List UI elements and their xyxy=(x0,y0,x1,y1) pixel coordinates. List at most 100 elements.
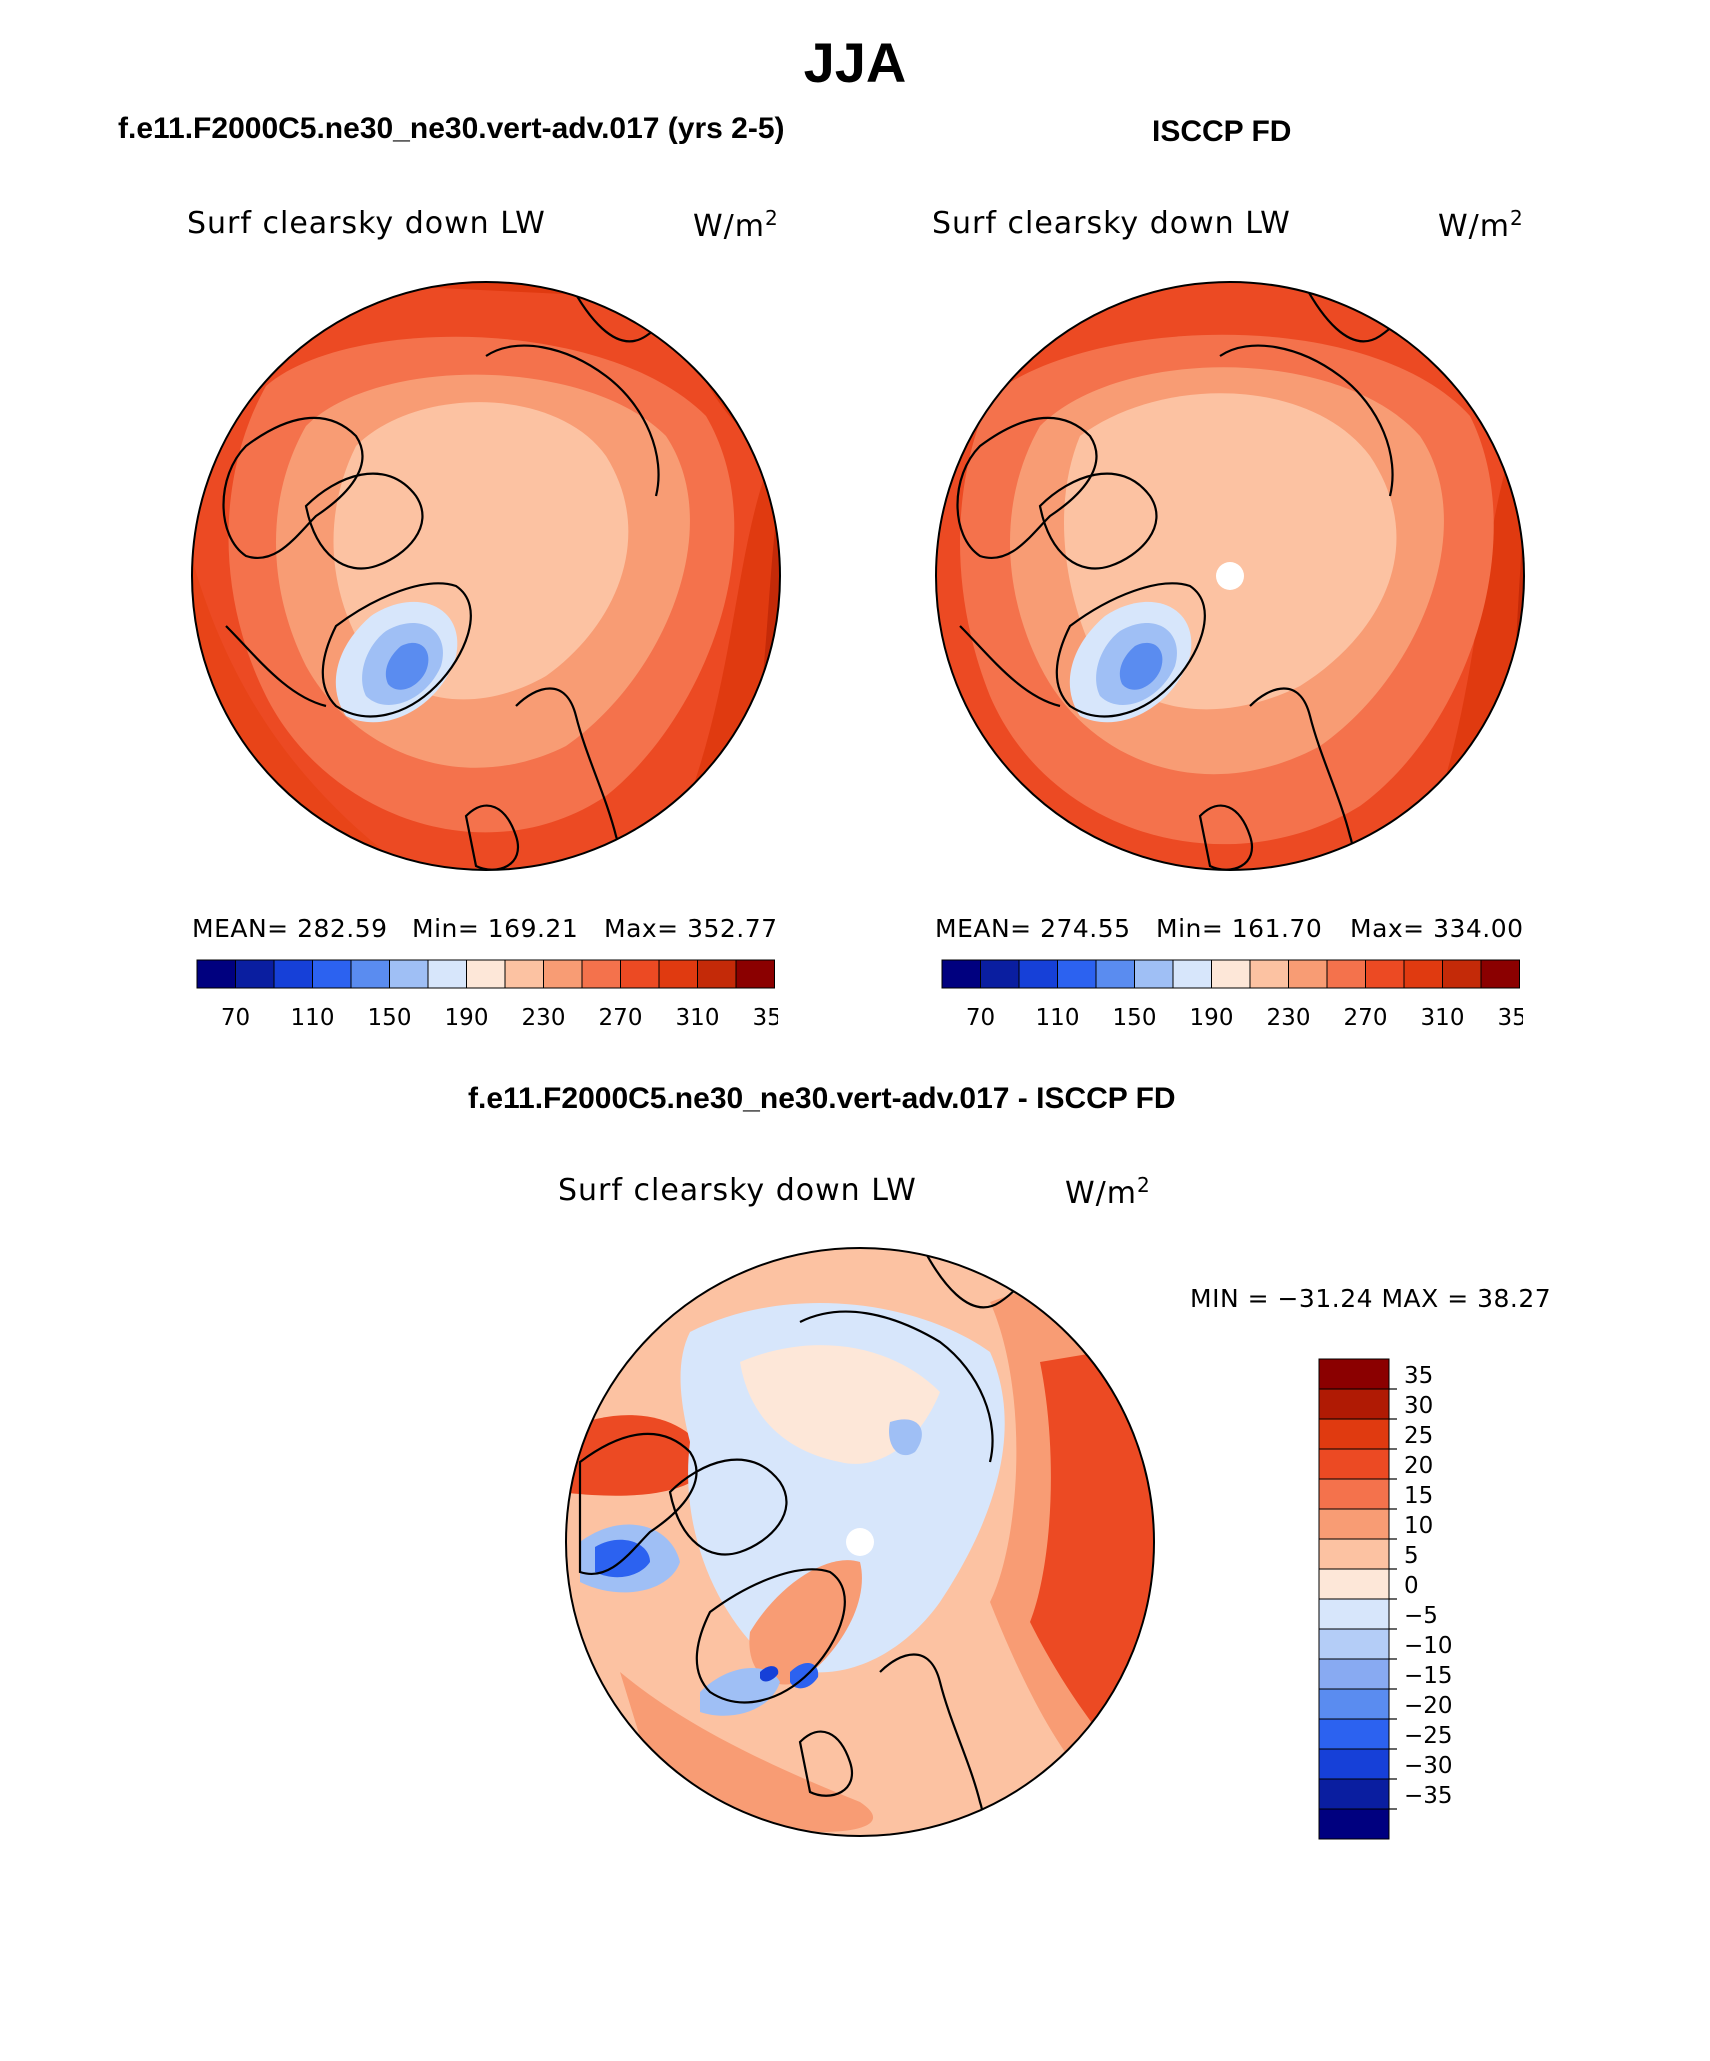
colorbar-model-swatch xyxy=(504,959,544,989)
colorbar-diff: 35 30 25 20 15 10 5 0 −5 −10 −15 −20 −25 −30 −35 xyxy=(1318,1358,1488,1847)
colorbar-obs-swatch xyxy=(1211,959,1251,989)
colorbar-obs-swatch xyxy=(1249,959,1289,989)
colorbar-model-swatch xyxy=(466,959,506,989)
colorbar-diff-swatch xyxy=(1318,1628,1390,1660)
polar-map-obs xyxy=(935,281,1525,871)
colorbar-model-tick-label: 70 xyxy=(221,1005,250,1031)
stats-mean-obs: MEAN= 274.55 xyxy=(935,914,1131,943)
colorbar-obs-tick-label: 270 xyxy=(1344,1005,1388,1031)
colorbar-diff-swatch xyxy=(1318,1748,1390,1780)
colorbar-model-swatch xyxy=(196,959,236,989)
colorbar-diff-tick-label: 25 xyxy=(1404,1423,1433,1449)
colorbar-model-swatch xyxy=(697,959,737,989)
colorbar-diff-swatch xyxy=(1318,1448,1390,1480)
colorbar-model-tick-label: 270 xyxy=(599,1005,643,1031)
colorbar-obs-swatch xyxy=(1365,959,1405,989)
colorbar-diff-swatch xyxy=(1318,1568,1390,1600)
colorbar-model-swatch xyxy=(581,959,621,989)
colorbar-obs-tick-label: 310 xyxy=(1421,1005,1465,1031)
colorbar-diff-tick-label: 35 xyxy=(1404,1363,1433,1389)
units-label-diff: W/m2 xyxy=(1065,1173,1151,1211)
units-label-model: W/m2 xyxy=(693,206,779,244)
colorbar-obs-swatch xyxy=(1057,959,1097,989)
colorbar-obs-swatch xyxy=(941,959,981,989)
colorbar-model-tick-label: 190 xyxy=(445,1005,489,1031)
colorbar-diff-tick-label: 0 xyxy=(1404,1573,1419,1599)
colorbar-obs-swatch xyxy=(1326,959,1366,989)
colorbar-model-tick-label: 110 xyxy=(291,1005,335,1031)
colorbar-obs-swatch xyxy=(1288,959,1328,989)
colorbar-model-swatch xyxy=(735,959,775,989)
colorbar-obs-tick-label: 190 xyxy=(1190,1005,1234,1031)
panel-title-obs: ISCCP FD xyxy=(1152,115,1292,148)
colorbar-diff-tick-label: 5 xyxy=(1404,1543,1419,1569)
colorbar-model-swatch xyxy=(620,959,660,989)
colorbar-obs-swatch xyxy=(1095,959,1135,989)
stats-max-model: Max= 352.77 xyxy=(604,914,778,943)
stats-minmax-diff: MIN = −31.24 MAX = 38.27 xyxy=(1190,1284,1552,1313)
colorbar-obs-swatch xyxy=(1018,959,1058,989)
colorbar-model-swatch xyxy=(427,959,467,989)
polar-map-model xyxy=(191,281,781,871)
stats-mean-model: MEAN= 282.59 xyxy=(192,914,388,943)
colorbar-diff-tick-label: 10 xyxy=(1404,1513,1433,1539)
colorbar-diff-tick-label: −20 xyxy=(1404,1693,1453,1719)
stats-min-obs: Min= 161.70 xyxy=(1156,914,1323,943)
variable-label-diff: Surf clearsky down LW xyxy=(558,1173,917,1208)
colorbar-diff-swatch xyxy=(1318,1598,1390,1630)
colorbar-obs-tick-label: 230 xyxy=(1267,1005,1311,1031)
variable-label-obs: Surf clearsky down LW xyxy=(932,206,1291,241)
stats-min-model: Min= 169.21 xyxy=(412,914,579,943)
colorbar-obs-swatch xyxy=(980,959,1020,989)
colorbar-diff-swatch xyxy=(1318,1808,1390,1840)
variable-label-model: Surf clearsky down LW xyxy=(187,206,546,241)
colorbar-diff-tick-label: 30 xyxy=(1404,1393,1433,1419)
colorbar-model-swatch xyxy=(389,959,429,989)
colorbar-diff-swatch xyxy=(1318,1688,1390,1720)
colorbar-model: 70 110 150 190 230 270 310 350 xyxy=(196,959,796,1044)
colorbar-model-swatch xyxy=(350,959,390,989)
colorbar-diff-swatch xyxy=(1318,1778,1390,1810)
colorbar-model-tick-label: 310 xyxy=(676,1005,720,1031)
colorbar-obs-swatch xyxy=(1172,959,1212,989)
colorbar-obs-tick-label: 110 xyxy=(1036,1005,1080,1031)
colorbar-obs-tick-label: 70 xyxy=(966,1005,995,1031)
colorbar-diff-tick-label: −5 xyxy=(1404,1603,1438,1629)
panel-title-diff: f.e11.F2000C5.ne30_ne30.vert-adv.017 - I… xyxy=(468,1082,1176,1115)
polar-map-diff xyxy=(565,1247,1155,1837)
stats-max-obs: Max= 334.00 xyxy=(1350,914,1524,943)
panel-title-model: f.e11.F2000C5.ne30_ne30.vert-adv.017 (yr… xyxy=(118,112,785,145)
colorbar-diff-tick-label: −15 xyxy=(1404,1663,1453,1689)
colorbar-model-tick-label: 350 xyxy=(753,1005,778,1031)
colorbar-obs-swatch xyxy=(1403,959,1443,989)
colorbar-model-swatch xyxy=(235,959,275,989)
colorbar-obs-swatch xyxy=(1442,959,1482,989)
colorbar-model-swatch xyxy=(273,959,313,989)
colorbar-diff-tick-label: −10 xyxy=(1404,1633,1453,1659)
colorbar-model-tick-label: 230 xyxy=(522,1005,566,1031)
colorbar-diff-swatch xyxy=(1318,1538,1390,1570)
colorbar-model-swatch xyxy=(312,959,352,989)
colorbar-model-swatch xyxy=(543,959,583,989)
colorbar-diff-tick-label: −35 xyxy=(1404,1783,1453,1809)
colorbar-diff-swatch xyxy=(1318,1388,1390,1420)
colorbar-diff-swatch xyxy=(1318,1658,1390,1690)
colorbar-model-tick-label: 150 xyxy=(368,1005,412,1031)
page-title: JJA xyxy=(803,31,907,94)
colorbar-obs-swatch xyxy=(1480,959,1520,989)
colorbar-diff-swatch xyxy=(1318,1478,1390,1510)
colorbar-diff-tick-label: −30 xyxy=(1404,1753,1453,1779)
colorbar-model-swatch xyxy=(658,959,698,989)
colorbar-obs: 70 110 150 190 230 270 310 350 xyxy=(941,959,1541,1044)
colorbar-obs-swatch xyxy=(1134,959,1174,989)
units-label-obs: W/m2 xyxy=(1438,206,1524,244)
colorbar-diff-tick-label: 20 xyxy=(1404,1453,1433,1479)
colorbar-obs-tick-label: 350 xyxy=(1498,1005,1523,1031)
colorbar-diff-swatch xyxy=(1318,1418,1390,1450)
colorbar-diff-swatch xyxy=(1318,1358,1390,1390)
colorbar-diff-swatch xyxy=(1318,1508,1390,1540)
colorbar-diff-tick-label: −25 xyxy=(1404,1723,1453,1749)
colorbar-obs-tick-label: 150 xyxy=(1113,1005,1157,1031)
colorbar-diff-tick-label: 15 xyxy=(1404,1483,1433,1509)
colorbar-diff-swatch xyxy=(1318,1718,1390,1750)
